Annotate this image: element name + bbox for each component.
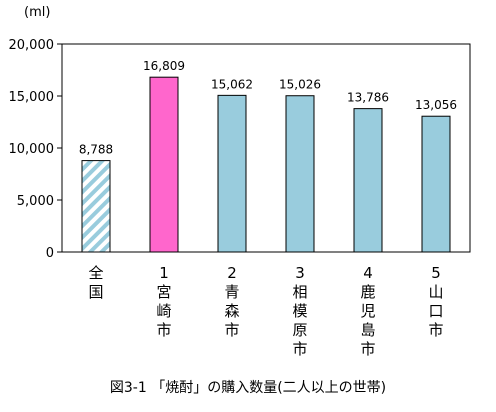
- data-label: 16,809: [143, 59, 185, 73]
- bar: [217, 94, 247, 253]
- category-label: 市: [428, 321, 443, 339]
- data-label: 15,062: [211, 77, 253, 91]
- data-label: 15,026: [279, 78, 321, 92]
- category-label: 1: [159, 264, 169, 282]
- category-label: 模: [292, 302, 307, 320]
- category-label: 市: [224, 321, 239, 339]
- bar: [149, 76, 179, 253]
- bar: [421, 115, 451, 253]
- data-label: 8,788: [79, 143, 113, 157]
- bar: [353, 108, 383, 253]
- category-label: 森: [224, 302, 239, 320]
- y-tick-label: 15,000: [9, 90, 55, 105]
- category-label: 宮: [156, 283, 171, 301]
- category-label: 相: [292, 283, 307, 301]
- category-label: 4: [363, 264, 373, 282]
- category-label: 全: [88, 264, 103, 282]
- category-label: 青: [224, 283, 239, 301]
- category-label: 鹿: [360, 283, 375, 301]
- y-tick-label: 10,000: [9, 142, 55, 157]
- category-label: 3: [295, 264, 305, 282]
- chart-caption: 図3-1 「焼酎」の購入数量(二人以上の世帯): [110, 380, 386, 396]
- bar: [285, 95, 315, 253]
- category-label: 市: [292, 340, 307, 358]
- category-label: 島: [360, 321, 375, 339]
- category-label: 原: [292, 321, 307, 339]
- y-tick-label: 20,000: [9, 38, 55, 53]
- bar: [81, 160, 111, 253]
- category-label: 5: [431, 264, 441, 282]
- category-label: 崎: [156, 302, 171, 320]
- category-label: 市: [360, 340, 375, 358]
- data-label: 13,056: [415, 98, 457, 112]
- category-label: 口: [428, 302, 443, 320]
- category-label: 国: [88, 283, 103, 301]
- data-label: 13,786: [347, 91, 389, 105]
- plot-frame: [61, 43, 471, 253]
- y-tick-label: 0: [46, 246, 54, 261]
- y-unit-label: (ml): [24, 5, 50, 20]
- category-label: 2: [227, 264, 237, 282]
- y-tick-label: 5,000: [17, 194, 54, 209]
- category-label: 市: [156, 321, 171, 339]
- category-label: 児: [360, 302, 375, 320]
- category-label: 山: [428, 283, 443, 301]
